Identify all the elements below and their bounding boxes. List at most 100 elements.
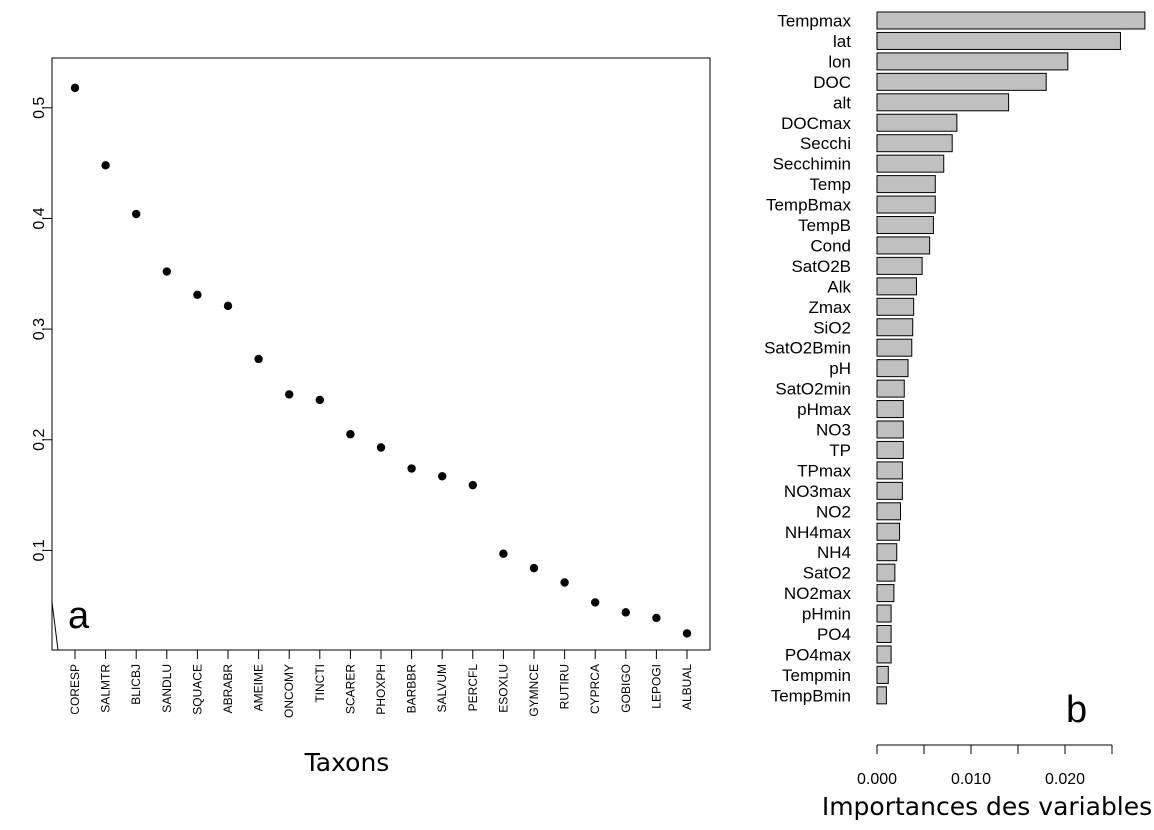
data-point — [499, 549, 508, 558]
x-tick-label: SQUACE — [190, 664, 204, 715]
variable-label: pHmin — [802, 605, 851, 624]
importance-bar — [876, 686, 887, 705]
variable-label: SatO2 — [803, 564, 851, 583]
variable-label: pH — [829, 359, 851, 378]
importance-bar — [876, 400, 904, 419]
data-point — [407, 464, 416, 473]
panel-b-x-axis: 0.000 0.010 0.020 — [857, 744, 1113, 788]
importance-bar — [876, 297, 915, 316]
variable-label: Temp — [809, 175, 851, 194]
panel-a-corner-line — [51, 601, 59, 651]
x-tick-label: SALVUM — [435, 664, 449, 712]
importance-bar — [876, 359, 909, 378]
data-point — [376, 443, 386, 452]
x-tick-label: AMEIME — [252, 664, 266, 711]
panel-a-y-axis: 0.1 0.2 0.3 0.4 0.5 — [31, 97, 52, 562]
variable-label: PO4 — [817, 625, 851, 644]
x-tick-label: ESOXLU — [496, 664, 510, 713]
importance-bar — [876, 543, 898, 562]
x-tick-label: 0.000 — [857, 771, 897, 788]
importance-bar — [876, 665, 889, 684]
x-tick-label: LEPOGI — [649, 664, 663, 709]
data-point — [315, 395, 324, 405]
variable-label: NH4 — [817, 543, 851, 562]
importance-bar — [876, 236, 931, 255]
x-tick-label: GYMNCE — [527, 664, 541, 717]
x-tick-label: PERCFL — [466, 664, 480, 712]
x-tick-label: PHOXPH — [374, 664, 388, 715]
importance-bar — [876, 175, 936, 194]
x-tick-label: ALBUAL — [680, 664, 694, 710]
x-tick-label: RUTIRU — [558, 664, 572, 709]
variable-label: Tempmin — [782, 666, 851, 685]
y-tick-label: 0.3 — [31, 318, 48, 340]
data-point — [468, 480, 477, 490]
variable-label: alt — [833, 93, 851, 112]
data-point — [682, 629, 692, 638]
x-tick-label: ONCOMY — [282, 664, 296, 718]
importance-bar — [876, 31, 1121, 50]
panel-a-x-axis-title: Taxons — [304, 748, 390, 777]
importance-bar — [876, 604, 892, 623]
variable-label: Tempmax — [777, 12, 851, 31]
importance-bar — [876, 93, 1010, 112]
data-point — [254, 354, 263, 364]
panel-a-plot-frame — [51, 57, 711, 651]
x-tick-label: TINCTI — [313, 664, 327, 703]
variable-label: TempBmin — [771, 686, 851, 705]
panel-a-points — [70, 83, 692, 638]
x-tick-label: 0.020 — [1045, 771, 1085, 788]
data-point — [529, 563, 539, 573]
x-tick-label: ABRABR — [221, 664, 235, 714]
data-point — [132, 209, 141, 219]
importance-bar — [876, 625, 892, 643]
importance-bar — [876, 113, 958, 132]
y-tick-label: 0.4 — [31, 207, 48, 229]
variable-label: SatO2B — [791, 257, 851, 276]
data-point — [652, 613, 661, 623]
variable-label: Secchi — [800, 134, 851, 153]
data-point — [438, 472, 447, 481]
importance-bar — [876, 584, 895, 603]
data-point — [285, 390, 294, 399]
importance-bar — [876, 134, 953, 153]
variable-label: Zmax — [809, 298, 852, 317]
panel-a-letter: a — [68, 595, 90, 637]
variable-label: NO3max — [784, 482, 852, 501]
variable-label: lat — [833, 32, 851, 51]
x-tick-label: CORESP — [68, 664, 82, 715]
variable-label: TempBmax — [766, 196, 852, 215]
variable-label: TP — [829, 441, 851, 460]
data-point — [223, 301, 233, 311]
importance-bar — [876, 502, 901, 521]
data-point — [70, 83, 80, 93]
importance-bar — [876, 256, 923, 275]
panel-a-scatter-plot: 0.1 0.2 0.3 0.4 0.5 CORESP SALMTR BLICBJ SANDLU… — [31, 57, 711, 777]
importance-bar — [876, 72, 1047, 91]
variable-label: SatO2min — [775, 380, 851, 399]
importance-bar — [876, 277, 917, 296]
importance-bar — [876, 379, 905, 398]
x-tick-label: 0.010 — [951, 771, 991, 788]
variable-label: PO4max — [785, 645, 852, 664]
x-tick-label: CYPRCA — [588, 664, 602, 714]
variable-label: lon — [828, 52, 851, 71]
variable-label: SiO2 — [813, 318, 851, 337]
data-point — [591, 598, 600, 607]
importance-bar — [876, 154, 945, 173]
variable-label: NO2 — [816, 502, 851, 521]
x-tick-label: SCARER — [343, 664, 357, 714]
x-tick-label: SANDLU — [160, 664, 174, 713]
importance-bar — [876, 195, 936, 214]
importance-bar — [876, 420, 904, 439]
variable-label: NH4max — [785, 523, 852, 542]
variable-label: TempB — [798, 216, 851, 235]
y-tick-label: 0.5 — [31, 97, 48, 119]
importance-bar — [876, 481, 903, 500]
panel-b-letter: b — [1066, 689, 1087, 731]
importance-bar — [876, 563, 896, 582]
data-point — [560, 578, 569, 587]
x-tick-label: BLICBJ — [129, 664, 143, 705]
